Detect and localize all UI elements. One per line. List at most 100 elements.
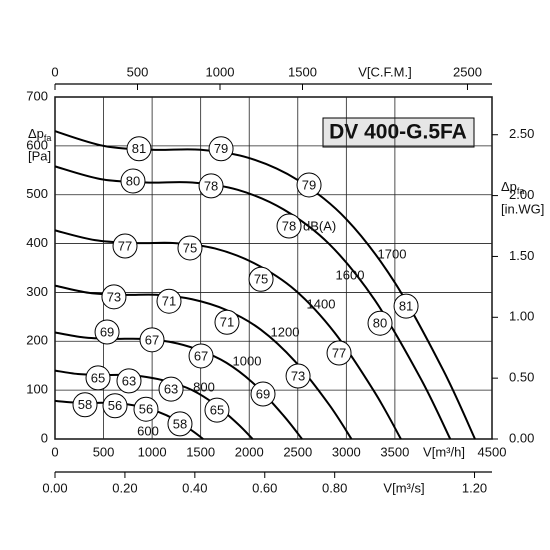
db-label: 67 bbox=[194, 348, 208, 363]
x-tick-label: 3000 bbox=[332, 444, 361, 459]
y-tick-label: 600 bbox=[26, 137, 48, 152]
y2-tick-label: 2.00 bbox=[509, 187, 534, 202]
db-marker bbox=[177, 235, 203, 261]
y-tick-label: 0 bbox=[41, 430, 48, 445]
x-tick-label: 2000 bbox=[235, 444, 264, 459]
y-axis-symbol: Δp bbox=[28, 126, 44, 141]
y-axis-symbol: Δp bbox=[501, 179, 517, 194]
db-label: 69 bbox=[256, 386, 270, 401]
db-marker bbox=[204, 397, 230, 423]
curve-label: 1600 bbox=[336, 267, 365, 282]
db-label: 77 bbox=[332, 345, 346, 360]
db-marker bbox=[158, 376, 184, 402]
db-label: 80 bbox=[373, 316, 387, 331]
db-marker bbox=[156, 288, 182, 314]
bottom-axis-tick-label: 0.20 bbox=[112, 480, 137, 495]
db-marker bbox=[198, 173, 224, 199]
x-tick-label: 2500 bbox=[283, 444, 312, 459]
y2-tick-label: 1.00 bbox=[509, 309, 534, 324]
curve-label: 1700 bbox=[378, 246, 407, 261]
y-axis-label: Δpfa bbox=[28, 126, 51, 143]
curve-label: 800 bbox=[193, 379, 215, 394]
db-label: 56 bbox=[139, 402, 153, 417]
db-label: 69 bbox=[100, 324, 114, 339]
db-marker bbox=[120, 168, 146, 194]
db-label: 75 bbox=[183, 240, 197, 255]
db-label: 79 bbox=[214, 141, 228, 156]
x-tick-label: 3500 bbox=[380, 444, 409, 459]
title-box bbox=[322, 117, 475, 148]
y-tick-label: 400 bbox=[26, 235, 48, 250]
bottom-axis-tick-label: 0.00 bbox=[42, 480, 67, 495]
db-marker bbox=[85, 365, 111, 391]
db-label: 58 bbox=[173, 416, 187, 431]
db-label: 71 bbox=[162, 294, 176, 309]
db-marker bbox=[208, 136, 234, 162]
db-marker bbox=[248, 266, 274, 292]
db-marker bbox=[276, 213, 302, 239]
curve-label: 1400 bbox=[307, 296, 336, 311]
db-marker bbox=[139, 327, 165, 353]
y-axis-subscript: fa bbox=[44, 133, 52, 143]
db-marker bbox=[393, 293, 419, 319]
y-tick-label: 500 bbox=[26, 186, 48, 201]
db-label: 78 bbox=[204, 178, 218, 193]
curve-label: 1000 bbox=[233, 353, 262, 368]
y-axis-unit: [Pa] bbox=[28, 148, 51, 163]
top-axis-tick-label: 2500 bbox=[453, 64, 482, 79]
x-tick-label: 1500 bbox=[186, 444, 215, 459]
db-label: 73 bbox=[291, 368, 305, 383]
x-axis-label: V[m³/h] bbox=[423, 444, 465, 459]
bottom-axis-tick-label: 0.40 bbox=[182, 480, 207, 495]
db-label: 63 bbox=[122, 373, 136, 388]
y-tick-label: 200 bbox=[26, 333, 48, 348]
db-marker bbox=[102, 393, 128, 419]
y-tick-label: 700 bbox=[26, 88, 48, 103]
top-axis-tick-label: 500 bbox=[127, 64, 149, 79]
x-tick-label: 1000 bbox=[138, 444, 167, 459]
bottom-axis-tick-label: 0.60 bbox=[252, 480, 277, 495]
top-axis-label: V[C.F.M.] bbox=[358, 64, 411, 79]
chart-title: DV 400-G.5FA bbox=[329, 121, 467, 144]
db-label: 78 bbox=[282, 218, 296, 233]
y2-tick-label: 0.00 bbox=[509, 430, 534, 445]
db-marker bbox=[214, 309, 240, 335]
db-label: 77 bbox=[118, 238, 132, 253]
bottom-axis-tick-label: 0.80 bbox=[322, 480, 347, 495]
db-label: 56 bbox=[108, 398, 122, 413]
y-tick-label: 100 bbox=[26, 382, 48, 397]
db-marker bbox=[126, 136, 152, 162]
db-marker bbox=[112, 233, 138, 259]
db-marker bbox=[94, 319, 120, 345]
db-label: 79 bbox=[302, 177, 316, 192]
db-label: 58 bbox=[78, 397, 92, 412]
db-label: 65 bbox=[210, 403, 224, 418]
x-tick-label: 4500 bbox=[478, 444, 507, 459]
db-marker bbox=[367, 310, 393, 336]
db-label: 81 bbox=[399, 299, 413, 314]
top-axis-tick-label: 0 bbox=[51, 64, 58, 79]
x-tick-label: 500 bbox=[93, 444, 115, 459]
db-label: 80 bbox=[126, 173, 140, 188]
db-label: 65 bbox=[91, 370, 105, 385]
db-marker bbox=[188, 343, 214, 369]
y-axis-subscript: fa bbox=[517, 186, 525, 196]
db-marker bbox=[72, 392, 98, 418]
db-unit-label: dB(A) bbox=[303, 218, 336, 233]
db-marker bbox=[326, 340, 352, 366]
db-label: 63 bbox=[164, 382, 178, 397]
y-axis-label: Δpfa bbox=[501, 179, 524, 196]
top-axis-tick-label: 1000 bbox=[206, 64, 235, 79]
db-marker bbox=[285, 363, 311, 389]
y2-tick-label: 1.50 bbox=[509, 248, 534, 263]
db-label: 81 bbox=[132, 141, 146, 156]
x-tick-label: 0 bbox=[51, 444, 58, 459]
db-marker bbox=[167, 411, 193, 437]
db-label: 75 bbox=[254, 272, 268, 287]
y-axis-unit: [in.WG] bbox=[501, 201, 544, 216]
db-marker bbox=[296, 172, 322, 198]
db-marker bbox=[250, 381, 276, 407]
curve-label: 1200 bbox=[271, 324, 300, 339]
db-label: 73 bbox=[107, 289, 121, 304]
